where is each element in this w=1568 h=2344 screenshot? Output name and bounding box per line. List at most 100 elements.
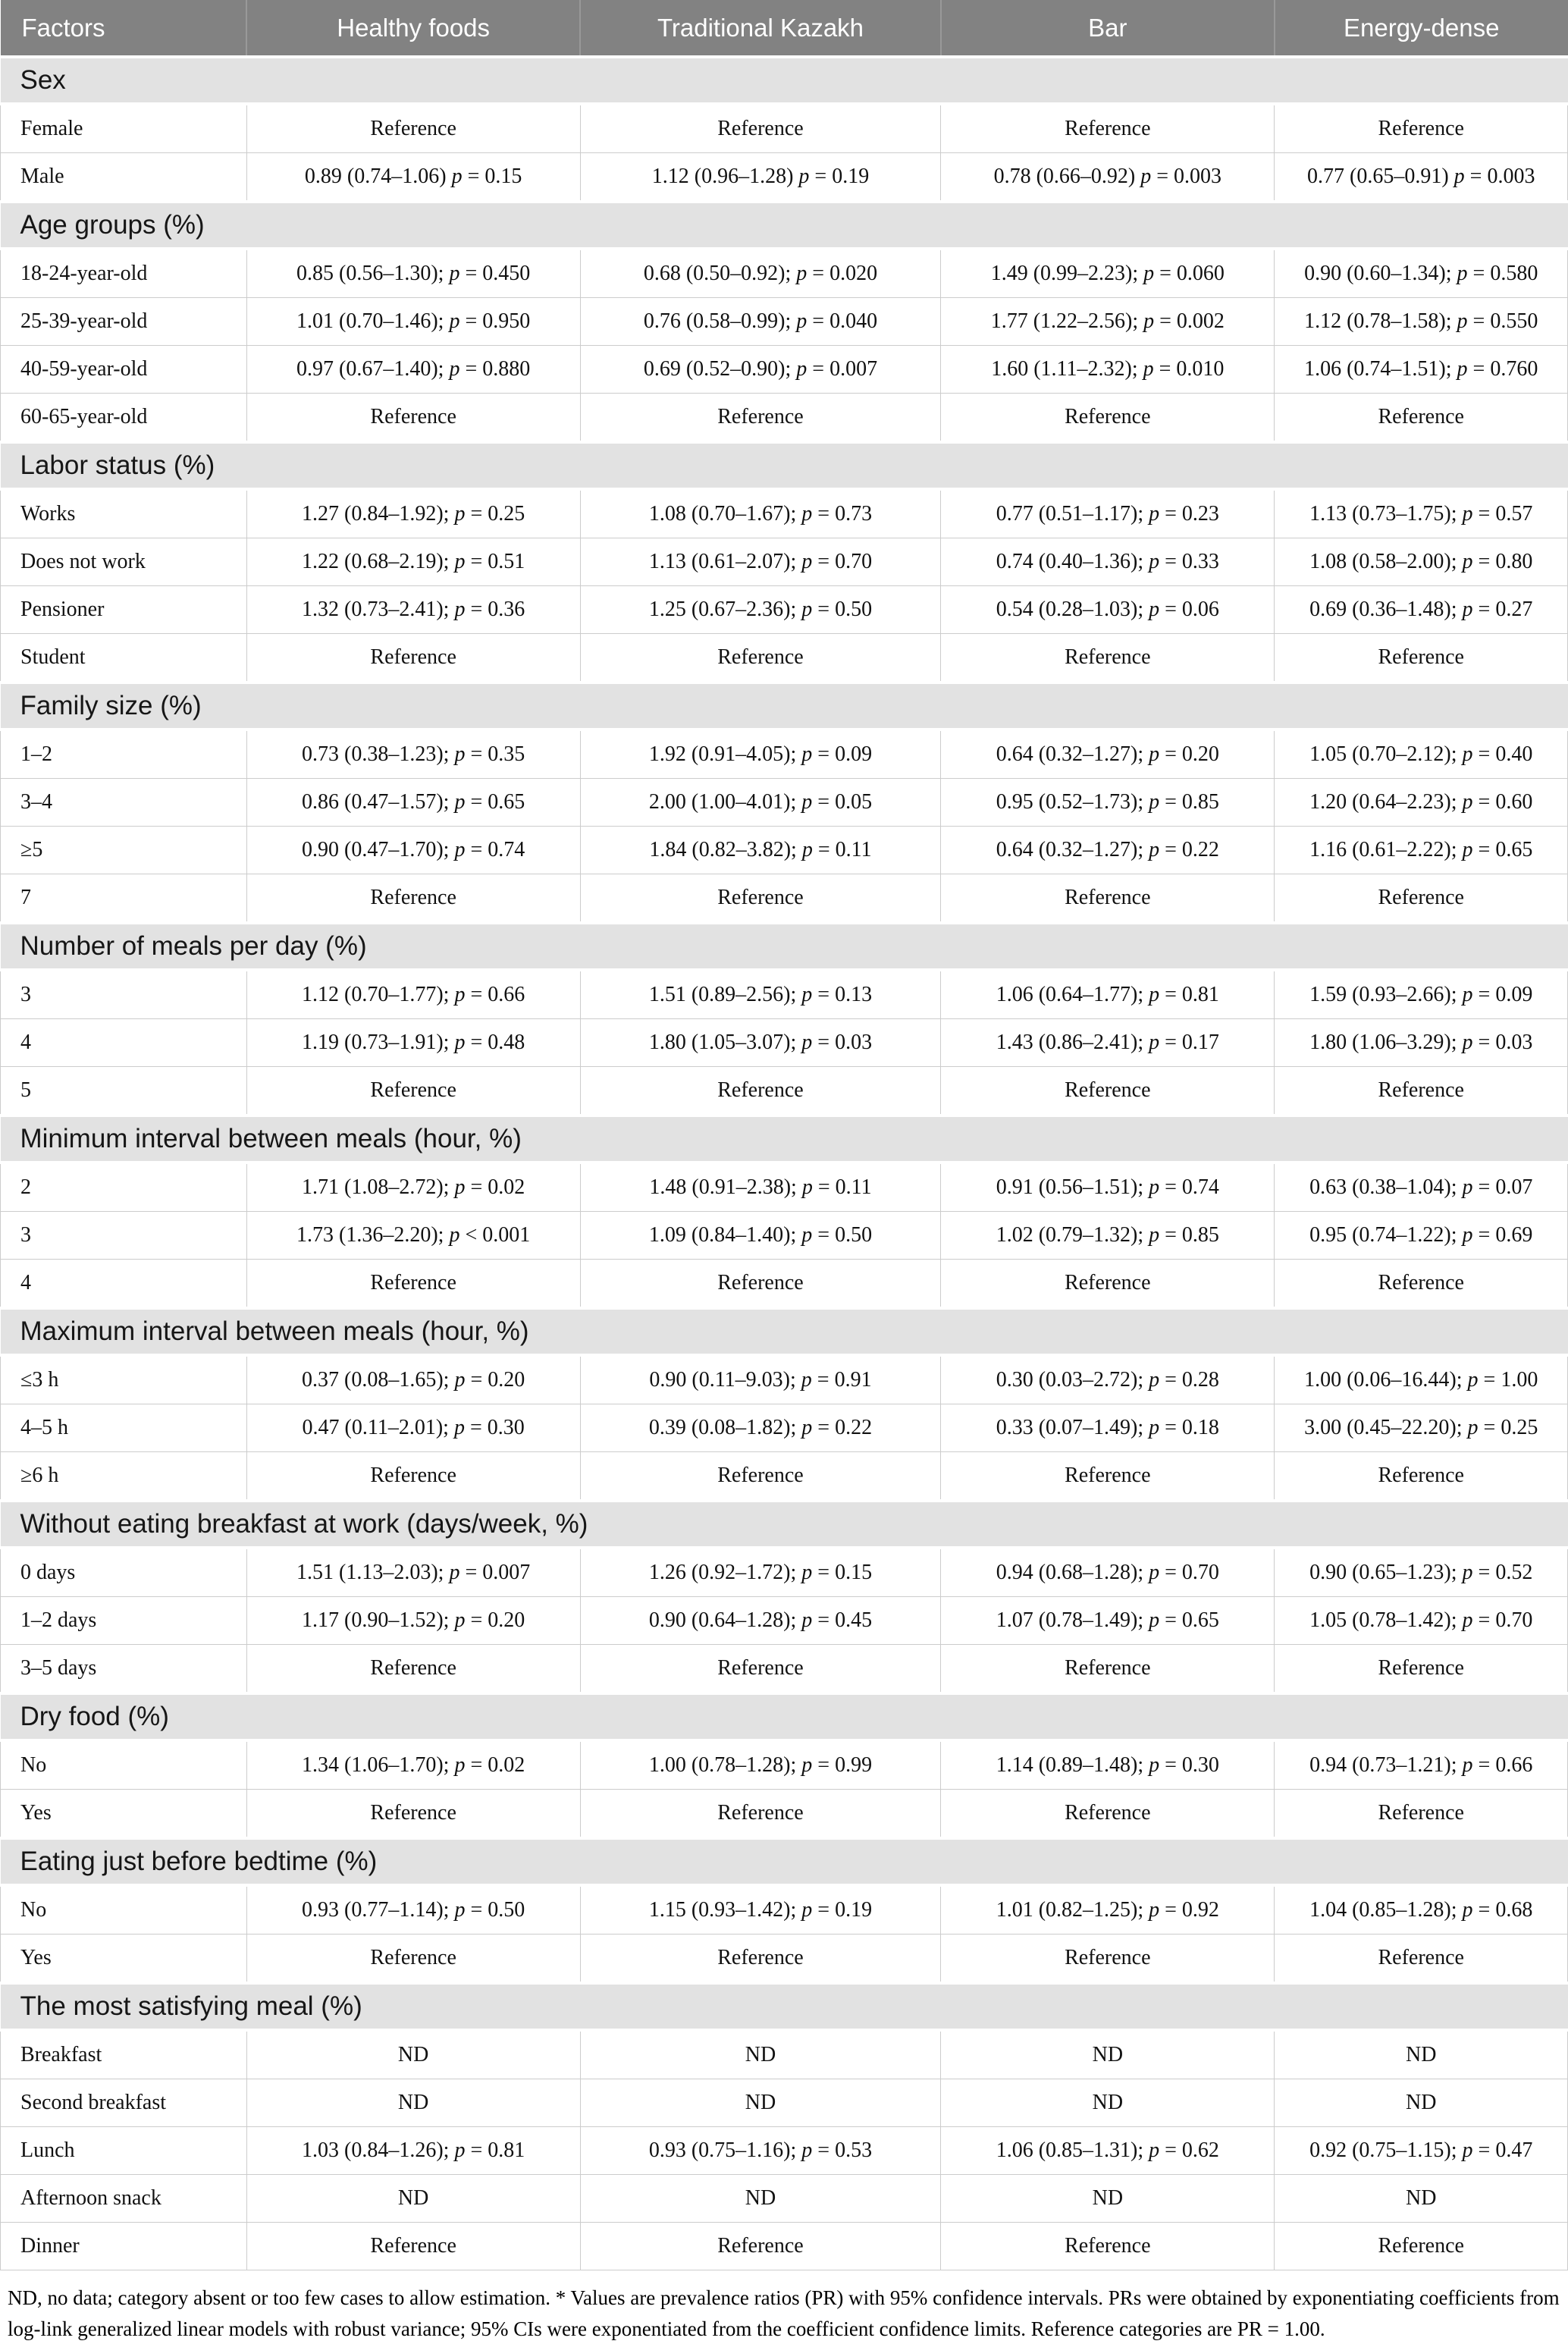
section-title: Labor status (%) — [0, 441, 1568, 491]
section-header-row: Age groups (%) — [0, 200, 1568, 250]
factor-label-cell: 3 — [0, 1211, 247, 1260]
factor-label-cell: 25-39-year-old — [0, 297, 247, 346]
value-cell: Reference — [1274, 1451, 1568, 1501]
value-cell: Reference — [579, 1644, 942, 1694]
section-header-row: Number of meals per day (%) — [0, 921, 1568, 971]
value-cell: 0.63 (0.38–1.04); p = 0.07 — [1274, 1162, 1568, 1212]
value-cell: 1.34 (1.06–1.70); p = 0.02 — [246, 1740, 581, 1790]
value-cell: Reference — [246, 2222, 581, 2270]
value-cell: Reference — [579, 1066, 942, 1116]
value-cell: ND — [579, 2174, 942, 2223]
value-cell: Reference — [1274, 1259, 1568, 1309]
value-cell: 1.92 (0.91–4.05); p = 0.09 — [579, 729, 942, 779]
section-title: The most satisfying meal (%) — [0, 1982, 1568, 2032]
value-cell: 2.00 (1.00–4.01); p = 0.05 — [579, 778, 942, 827]
value-cell: 1.60 (1.11–2.32); p = 0.010 — [940, 345, 1275, 394]
value-cell: Reference — [940, 1644, 1275, 1694]
table-row: 25-39-year-old 1.01 (0.70–1.46); p = 0.95… — [0, 297, 1568, 346]
factor-label-cell: Female — [0, 103, 247, 153]
section-title: Dry food (%) — [0, 1692, 1568, 1742]
factor-label-cell: 1–2 days — [0, 1596, 247, 1645]
table-footnote: ND, no data; category absent or too few … — [8, 2286, 1560, 2340]
factor-label-cell: Yes — [0, 1934, 247, 1984]
section-header-row: The most satisfying meal (%) — [0, 1982, 1568, 2032]
factors-table: Factors Healthy foods Traditional Kazakh… — [0, 0, 1568, 2270]
value-cell: ND — [246, 2029, 581, 2079]
column-header-bar: Bar — [939, 0, 1275, 57]
value-cell: 1.08 (0.70–1.67); p = 0.73 — [579, 488, 942, 538]
value-cell: 1.12 (0.70–1.77); p = 0.66 — [246, 969, 581, 1019]
value-cell: 1.02 (0.79–1.32); p = 0.85 — [940, 1211, 1275, 1260]
value-cell: 0.30 (0.03–2.72); p = 0.28 — [940, 1354, 1275, 1404]
value-cell: Reference — [246, 103, 581, 153]
value-cell: 0.94 (0.73–1.21); p = 0.66 — [1274, 1740, 1568, 1790]
value-cell: 1.12 (0.96–1.28) p = 0.19 — [579, 152, 942, 202]
table-row: Does not work 1.22 (0.68–2.19); p = 0.51 1… — [0, 538, 1568, 586]
value-cell: Reference — [1274, 1934, 1568, 1984]
value-cell: Reference — [940, 1934, 1275, 1984]
value-cell: 1.15 (0.93–1.42); p = 0.19 — [579, 1884, 942, 1935]
table-row: 40-59-year-old 0.97 (0.67–1.40); p = 0.88… — [0, 345, 1568, 394]
value-cell: 1.06 (0.74–1.51); p = 0.760 — [1274, 345, 1568, 394]
value-cell: 1.00 (0.78–1.28); p = 0.99 — [579, 1740, 942, 1790]
factor-label-cell: 4–5 h — [0, 1404, 247, 1452]
value-cell: 1.03 (0.84–1.26); p = 0.81 — [246, 2126, 581, 2175]
value-cell: 0.76 (0.58–0.99); p = 0.040 — [579, 297, 942, 346]
value-cell: 0.97 (0.67–1.40); p = 0.880 — [246, 345, 581, 394]
value-cell: 1.01 (0.70–1.46); p = 0.950 — [246, 297, 581, 346]
value-cell: Reference — [940, 2222, 1275, 2270]
value-cell: Reference — [940, 1066, 1275, 1116]
value-cell: 1.43 (0.86–2.41); p = 0.17 — [940, 1018, 1275, 1067]
factor-label-cell: 0 days — [0, 1547, 247, 1597]
value-cell: Reference — [246, 1644, 581, 1694]
factor-label-cell: 60-65-year-old — [0, 393, 247, 443]
factor-label-cell: ≥6 h — [0, 1451, 247, 1501]
section-title: Maximum interval between meals (hour, %) — [0, 1307, 1568, 1357]
factor-label-cell: 4 — [0, 1259, 247, 1309]
table-row: Breakfast ND ND ND ND — [0, 2029, 1568, 2079]
table-row: Afternoon snack ND ND ND ND — [0, 2174, 1568, 2223]
value-cell: 1.19 (0.73–1.91); p = 0.48 — [246, 1018, 581, 1067]
value-cell: 1.05 (0.70–2.12); p = 0.40 — [1274, 729, 1568, 779]
value-cell: 0.89 (0.74–1.06) p = 0.15 — [246, 152, 581, 202]
section-title: Sex — [0, 55, 1568, 105]
table-row: 4–5 h 0.47 (0.11–2.01); p = 0.30 0.39 (0.0… — [0, 1404, 1568, 1452]
section-title: Number of meals per day (%) — [0, 921, 1568, 971]
value-cell: Reference — [940, 1259, 1275, 1309]
column-header-traditional-kazakh: Traditional Kazakh — [579, 0, 941, 57]
value-cell: ND — [246, 2174, 581, 2223]
value-cell: 0.64 (0.32–1.27); p = 0.20 — [940, 729, 1275, 779]
value-cell: 1.51 (0.89–2.56); p = 0.13 — [579, 969, 942, 1019]
table-row: Male 0.89 (0.74–1.06) p = 0.15 1.12 (0.96–… — [0, 152, 1568, 202]
table-row: Student Reference Reference Reference Refere… — [0, 633, 1568, 683]
value-cell: 0.64 (0.32–1.27); p = 0.22 — [940, 826, 1275, 874]
value-cell: ND — [579, 2079, 942, 2127]
value-cell: 0.85 (0.56–1.30); p = 0.450 — [246, 248, 581, 298]
value-cell: 1.14 (0.89–1.48); p = 0.30 — [940, 1740, 1275, 1790]
value-cell: Reference — [579, 2222, 942, 2270]
value-cell: 1.08 (0.58–2.00); p = 0.80 — [1274, 538, 1568, 586]
value-cell: 1.00 (0.06–16.44); p = 1.00 — [1274, 1354, 1568, 1404]
factor-label-cell: Afternoon snack — [0, 2174, 247, 2223]
factor-label-cell: 5 — [0, 1066, 247, 1116]
value-cell: 0.68 (0.50–0.92); p = 0.020 — [579, 248, 942, 298]
value-cell: Reference — [579, 874, 942, 924]
value-cell: Reference — [940, 103, 1275, 153]
factor-label-cell: ≤3 h — [0, 1354, 247, 1404]
value-cell: 0.47 (0.11–2.01); p = 0.30 — [246, 1404, 581, 1452]
column-header-healthy-foods: Healthy foods — [246, 0, 581, 57]
table-row: 1–2 0.73 (0.38–1.23); p = 0.35 1.92 (0.91–… — [0, 729, 1568, 779]
factor-label-cell: 7 — [0, 874, 247, 924]
value-cell: 1.06 (0.64–1.77); p = 0.81 — [940, 969, 1275, 1019]
value-cell: 0.94 (0.68–1.28); p = 0.70 — [940, 1547, 1275, 1597]
value-cell: 1.59 (0.93–2.66); p = 0.09 — [1274, 969, 1568, 1019]
table-row: 3–5 days Reference Reference Reference Refer… — [0, 1644, 1568, 1694]
value-cell: Reference — [246, 393, 581, 443]
value-cell: Reference — [579, 1934, 942, 1984]
value-cell: Reference — [940, 633, 1275, 683]
value-cell: ND — [246, 2079, 581, 2127]
value-cell: 0.39 (0.08–1.82); p = 0.22 — [579, 1404, 942, 1452]
value-cell: Reference — [1274, 1789, 1568, 1839]
section-header-row: Dry food (%) — [0, 1692, 1568, 1742]
